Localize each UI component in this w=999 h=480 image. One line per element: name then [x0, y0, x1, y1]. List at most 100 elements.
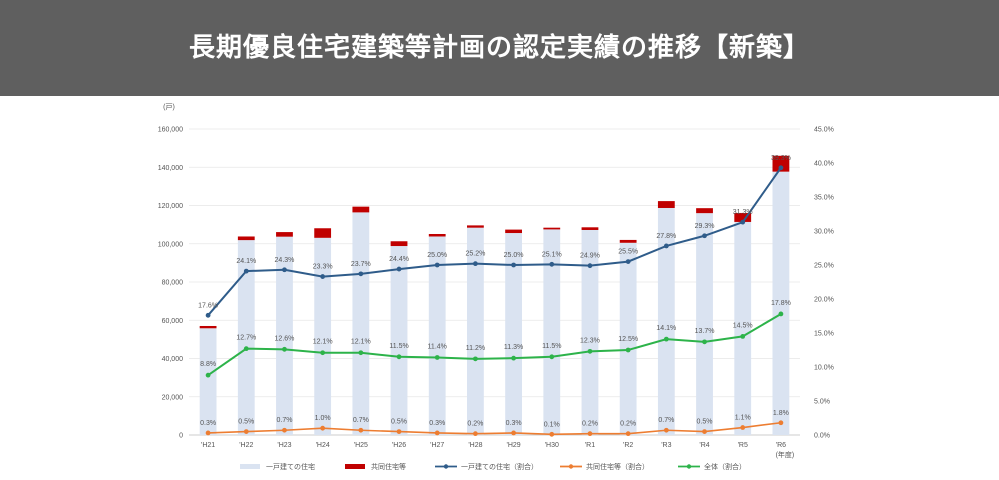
- bar-multi: [734, 212, 752, 222]
- line-point: [740, 334, 746, 339]
- data-label: 0.5%: [238, 419, 254, 426]
- data-label: 1.8%: [773, 410, 789, 417]
- line-point: [778, 165, 784, 171]
- x-unit-label: (年度): [776, 450, 795, 459]
- y-tick-label: 100,000: [158, 241, 183, 248]
- y2-tick-label: 15.0%: [814, 331, 834, 338]
- legend-label: 一戸建ての住宅: [266, 462, 315, 471]
- line-point: [778, 311, 784, 317]
- line-point: [434, 430, 440, 436]
- data-label: 0.2%: [467, 421, 483, 428]
- data-label: 0.2%: [582, 421, 598, 428]
- line-point: [549, 354, 555, 360]
- bar-detached: [696, 213, 713, 435]
- line-point: [396, 429, 402, 434]
- bar-detached: [199, 328, 217, 435]
- bar-detached: [543, 229, 561, 435]
- data-label: 17.8%: [771, 300, 791, 307]
- data-label: 12.5%: [618, 336, 638, 343]
- line-point: [358, 350, 364, 356]
- line-point: [663, 243, 669, 249]
- bar-detached: [505, 233, 522, 435]
- line-point: [320, 425, 326, 431]
- x-tick-label: 'H30: [545, 442, 559, 449]
- legend-label: 共同住宅等: [371, 462, 406, 471]
- x-tick-label: 'R4: [699, 442, 709, 449]
- data-label: 17.6%: [198, 302, 218, 309]
- line-point: [320, 274, 326, 279]
- data-label: 0.5%: [391, 419, 407, 426]
- data-label: 0.3%: [200, 420, 216, 427]
- data-label: 0.1%: [544, 421, 560, 428]
- y2-tick-label: 30.0%: [814, 229, 834, 236]
- data-label: 11.5%: [389, 343, 408, 350]
- x-tick-label: 'R6: [776, 442, 786, 449]
- y-tick-label: 40,000: [162, 356, 184, 363]
- x-tick-label: 'R2: [623, 442, 633, 449]
- data-label: 25.2%: [465, 251, 485, 258]
- x-tick-label: 'H26: [392, 442, 406, 449]
- line-point: [625, 347, 631, 353]
- x-tick-label: 'H25: [354, 442, 368, 449]
- bar-detached: [734, 221, 752, 435]
- bar-multi: [581, 227, 599, 230]
- legend-marker: [443, 464, 449, 469]
- data-label: 0.7%: [658, 417, 674, 424]
- bar-multi: [428, 233, 446, 237]
- line-point: [473, 261, 478, 267]
- data-label: 0.7%: [353, 417, 369, 424]
- bar-detached: [314, 237, 332, 435]
- page-title: 長期優良住宅建築等計画の認定実績の推移【新築】: [188, 33, 810, 63]
- data-label: 24.3%: [275, 257, 295, 264]
- y2-tick-label: 5.0%: [814, 399, 830, 406]
- bar-detached: [352, 212, 370, 435]
- line-point: [625, 259, 631, 264]
- data-label: 24.4%: [389, 256, 409, 263]
- line-point: [587, 348, 593, 354]
- data-label: 11.2%: [466, 345, 485, 352]
- line-total-ratio: [207, 313, 782, 376]
- bar-multi: [619, 239, 637, 243]
- y-tick-label: 60,000: [162, 318, 184, 325]
- line-point: [663, 336, 669, 342]
- line-point: [473, 356, 478, 362]
- bar-multi: [352, 206, 370, 213]
- data-label: 1.1%: [735, 415, 751, 422]
- y-tick-label: 160,000: [158, 127, 183, 134]
- axes: 0 20,000 40,000 60,000 80,000 100,000 120,000 1…: [158, 103, 834, 459]
- line-point: [702, 233, 707, 239]
- line-point: [243, 429, 249, 434]
- bar-multi: [543, 227, 561, 230]
- data-label: 0.3%: [429, 420, 445, 427]
- data-label: 13.7%: [695, 328, 715, 335]
- line-point: [473, 431, 478, 437]
- y2-tick-label: 20.0%: [814, 297, 834, 304]
- bar-multi: [237, 236, 255, 241]
- data-label: 11.4%: [428, 343, 447, 350]
- x-tick-label: 'H23: [277, 442, 291, 449]
- bar-multi: [696, 208, 713, 214]
- bar-detached: [237, 240, 255, 435]
- data-label: 14.5%: [733, 322, 753, 329]
- bars: [199, 155, 790, 435]
- bar-multi: [505, 229, 522, 234]
- line-point: [205, 430, 211, 436]
- line-point: [587, 263, 593, 269]
- x-tick-label: 'H24: [316, 442, 330, 449]
- data-labels: 17.6% 24.1% 24.3% 23.3% 23.7% 24.4% 25.0% 25.2%…: [198, 155, 791, 429]
- data-label: 0.5%: [697, 419, 713, 426]
- legend-label: 一戸建ての住宅（割合）: [461, 462, 538, 471]
- data-label: 12.1%: [313, 339, 333, 346]
- bar-detached: [428, 236, 446, 435]
- bar-detached: [390, 246, 408, 435]
- bar-detached: [276, 236, 293, 435]
- line-point: [511, 430, 516, 436]
- x-tick-label: 'H21: [201, 442, 215, 449]
- y2-tick-label: 45.0%: [814, 127, 834, 134]
- data-label: 39.3%: [771, 155, 791, 162]
- data-label: 27.8%: [656, 233, 676, 240]
- line-point: [587, 431, 593, 437]
- y2-tick-label: 35.0%: [814, 195, 834, 202]
- legend-label: 共同住宅等（割合）: [586, 462, 649, 471]
- line-point: [396, 266, 402, 272]
